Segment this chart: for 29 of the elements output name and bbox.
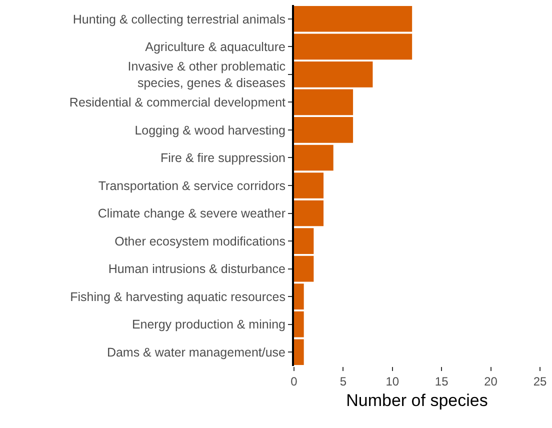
y-tick-label: Fire & fire suppression <box>160 151 286 166</box>
x-tick-label: 20 <box>484 374 498 388</box>
y-tick-label: Hunting & collecting terrestrial animals <box>72 12 286 26</box>
y-tick-label: Logging & wood harvesting <box>134 123 286 138</box>
y-tick-label: Agriculture & aquaculture <box>145 40 286 54</box>
x-tick-label: 15 <box>434 374 449 388</box>
bar <box>294 172 324 198</box>
y-tick-label: Residential & commercial development <box>69 96 286 110</box>
x-tick-label: 25 <box>533 374 547 388</box>
y-tick-label: Dams & water management/use <box>106 345 286 360</box>
x-tick-label: 10 <box>386 374 400 388</box>
bar <box>294 62 373 88</box>
bar <box>294 228 314 254</box>
x-tick-label: 5 <box>340 374 347 388</box>
y-tick-label: Invasive & other problematic species, genes & diseases <box>128 60 286 90</box>
y-tick-label: Energy production & mining <box>132 318 286 332</box>
x-tick-label: 0 <box>290 374 298 388</box>
bar <box>294 200 324 226</box>
y-tick-label: Human intrusions & disturbance <box>108 262 286 276</box>
bar <box>294 89 354 116</box>
x-axis-title: Number of species <box>346 390 488 410</box>
bar <box>294 256 314 282</box>
y-tick-label: Fishing & harvesting aquatic resources <box>70 290 286 304</box>
bar <box>294 117 354 143</box>
y-tick-label: Other ecosystem modifications <box>114 234 286 248</box>
bar <box>294 284 304 310</box>
bar <box>294 144 334 171</box>
y-tick-label: Transportation & service corridors <box>98 178 286 193</box>
y-tick-label: Climate change & severe weather <box>98 206 286 221</box>
